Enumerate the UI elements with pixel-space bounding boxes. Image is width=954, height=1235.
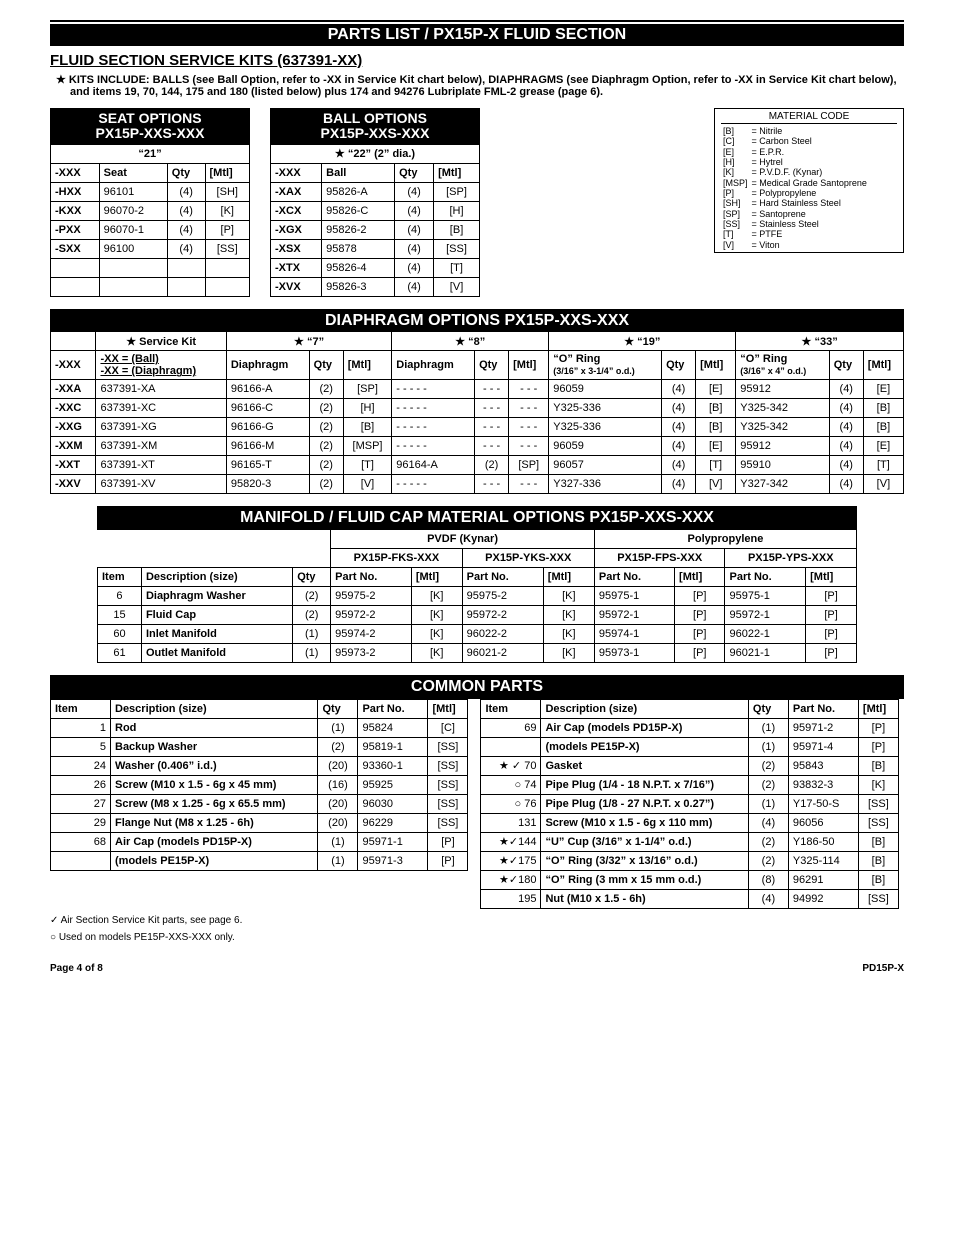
footer-model: PD15P-X	[862, 963, 904, 974]
legend-air-section: ✓ Air Section Service Kit parts, see pag…	[50, 915, 904, 926]
footer-page: Page 4 of 8	[50, 963, 103, 974]
ball-table: BALL OPTIONSPX15P-XXS-XXX ★ “22” (2” dia…	[270, 108, 480, 297]
legend-pe15p: ○ Used on models PE15P-XXS-XXX only.	[50, 932, 904, 943]
common-parts-title: COMMON PARTS	[50, 675, 904, 699]
kit-note: ★ KITS INCLUDE: BALLS (see Ball Option, …	[50, 73, 904, 98]
matcode-title: MATERIAL CODE	[721, 111, 897, 124]
diaphragm-table: DIAPHRAGM OPTIONS PX15P-XXS-XXX ★ Servic…	[50, 309, 904, 495]
section-title: FLUID SECTION SERVICE KITS (637391-XX)	[50, 52, 362, 69]
seat-table: SEAT OPTIONSPX15P-XXS-XXX “21” -XXXSeatQ…	[50, 108, 250, 297]
common-right: ItemDescription (size)QtyPart No.[Mtl]69…	[480, 699, 898, 909]
page-header: PARTS LIST / PX15P-X FLUID SECTION	[50, 24, 904, 46]
material-code-box: MATERIAL CODE [B]= Nitrile[C]= Carbon St…	[714, 108, 904, 253]
manifold-table: MANIFOLD / FLUID CAP MATERIAL OPTIONS PX…	[97, 506, 857, 663]
kit-note-text: KITS INCLUDE: BALLS (see Ball Option, re…	[69, 74, 897, 98]
common-left: ItemDescription (size)QtyPart No.[Mtl]1R…	[50, 699, 468, 871]
